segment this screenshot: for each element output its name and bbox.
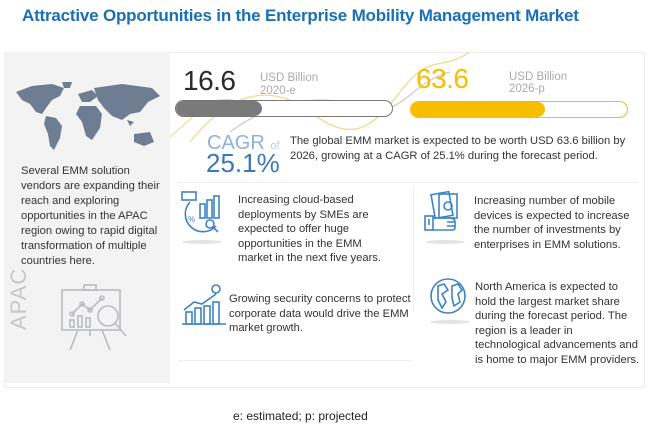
divider xyxy=(178,182,638,183)
cagr-value: 25.1% xyxy=(206,148,280,178)
investment-hand-icon xyxy=(424,190,458,231)
market-2026-value: 63.6 xyxy=(416,63,469,94)
cagr-label: CAGR of xyxy=(207,132,280,155)
cloud-analytics-icon: % xyxy=(181,191,220,233)
svg-text:%: % xyxy=(188,215,195,224)
market-summary: The global EMM market is expected to be … xyxy=(290,135,626,162)
market-2026-unit: USD Billion xyxy=(509,71,568,83)
divider xyxy=(178,360,413,361)
globe-icon xyxy=(430,278,466,314)
market-2020-value: 16.6 xyxy=(183,65,236,96)
cagr-text: CAGR xyxy=(207,132,265,154)
page-title: Attractive Opportunities in the Enterpri… xyxy=(22,6,579,25)
footnote: e: estimated; p: projected xyxy=(233,409,368,423)
point-mobile-devices: Increasing number of mobile devices is e… xyxy=(474,195,630,251)
market-2020-bar xyxy=(175,100,393,117)
apac-region-label: APAC xyxy=(6,267,31,330)
growth-chart-icon xyxy=(182,284,226,325)
icon-shadow xyxy=(425,240,465,244)
market-2026-bar xyxy=(410,101,628,118)
icon-shadow xyxy=(430,320,470,324)
market-2026-year: 2026-p xyxy=(509,83,545,95)
market-2020-unit: USD Billion xyxy=(260,72,319,84)
point-north-america: North America is expected to hold the la… xyxy=(475,281,640,366)
apac-panel: Several EMM solution vendors are expandi… xyxy=(4,52,170,383)
market-2020-year: 2020-e xyxy=(260,85,296,97)
presentation-analytics-icon xyxy=(61,284,127,351)
market-2026-bar-fill xyxy=(411,102,545,117)
divider xyxy=(413,186,414,312)
cagr-of: of xyxy=(270,140,280,152)
point-security-concerns: Growing security concerns to protect cor… xyxy=(229,293,411,334)
apac-description: Several EMM solution vendors are expandi… xyxy=(21,165,160,267)
market-2020-bar-fill xyxy=(176,101,263,116)
world-map-icon xyxy=(16,82,160,150)
point-cloud-deployments: Increasing cloud-based deployments by SM… xyxy=(238,194,382,264)
icon-shadow xyxy=(182,240,222,244)
